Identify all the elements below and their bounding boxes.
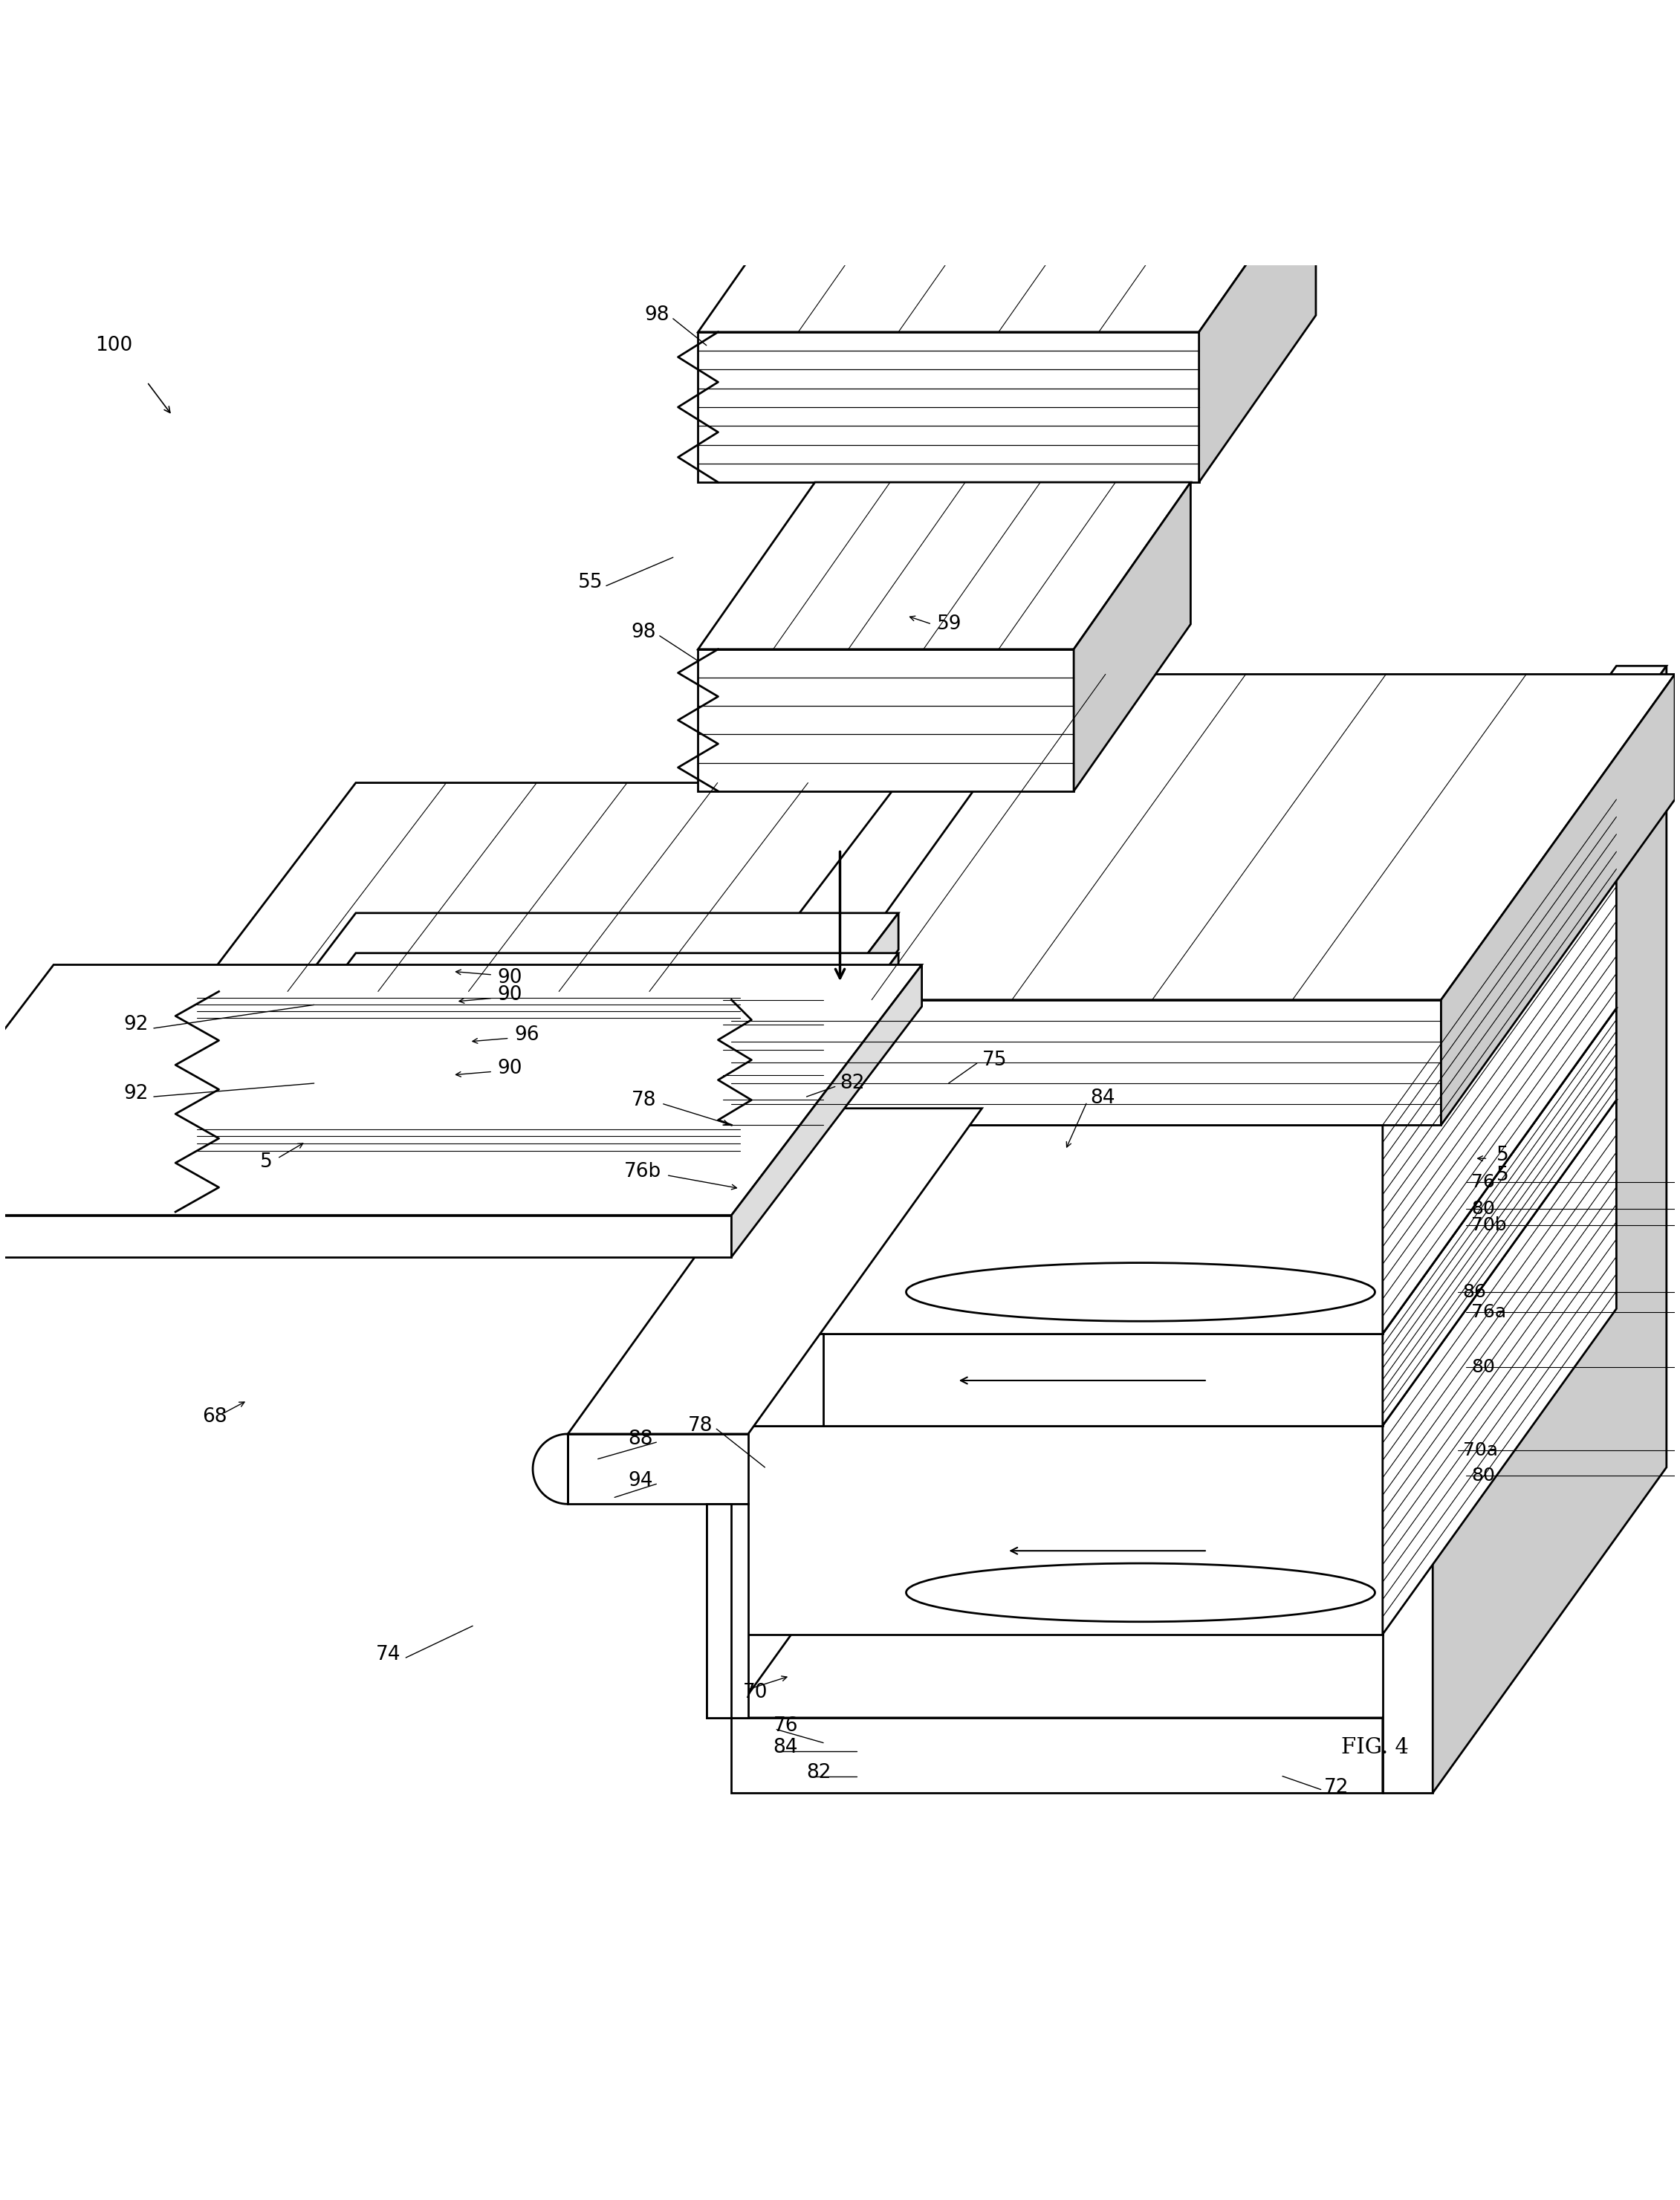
Polygon shape xyxy=(197,992,739,1025)
Polygon shape xyxy=(197,783,899,992)
Text: 80: 80 xyxy=(1472,1357,1495,1375)
Text: 68: 68 xyxy=(202,1408,227,1428)
Text: 84: 84 xyxy=(1090,1089,1116,1109)
Text: 92: 92 xyxy=(124,1014,150,1034)
Polygon shape xyxy=(1441,673,1675,1124)
Polygon shape xyxy=(197,1052,739,1078)
Polygon shape xyxy=(699,649,1074,792)
Text: 90: 90 xyxy=(497,1058,522,1078)
Polygon shape xyxy=(568,1434,748,1505)
Polygon shape xyxy=(706,1505,748,1718)
Polygon shape xyxy=(0,1214,731,1256)
Text: 84: 84 xyxy=(773,1738,798,1758)
Polygon shape xyxy=(1383,1008,1616,1426)
Text: 88: 88 xyxy=(628,1430,654,1448)
Text: 78: 78 xyxy=(689,1417,712,1434)
Polygon shape xyxy=(197,1025,739,1052)
Polygon shape xyxy=(731,1100,1616,1426)
Text: 72: 72 xyxy=(1324,1778,1349,1797)
Text: 98: 98 xyxy=(645,306,670,326)
Text: 92: 92 xyxy=(124,1085,150,1102)
Text: 76: 76 xyxy=(1472,1173,1495,1190)
Polygon shape xyxy=(1383,1100,1616,1635)
Ellipse shape xyxy=(906,1564,1374,1621)
Polygon shape xyxy=(731,1333,1383,1426)
Polygon shape xyxy=(699,332,1200,482)
Polygon shape xyxy=(1383,667,1667,992)
Text: 80: 80 xyxy=(1472,1199,1495,1217)
Polygon shape xyxy=(731,673,1675,999)
Text: 70b: 70b xyxy=(1472,1217,1507,1234)
Text: 76b: 76b xyxy=(623,1162,662,1181)
Text: 70: 70 xyxy=(743,1683,768,1703)
Polygon shape xyxy=(197,1078,739,1104)
Polygon shape xyxy=(731,1718,1383,1793)
Text: 55: 55 xyxy=(578,572,603,592)
Polygon shape xyxy=(699,165,1315,332)
Polygon shape xyxy=(1383,1393,1616,1793)
Text: 76a: 76a xyxy=(1472,1302,1507,1320)
Text: 90: 90 xyxy=(497,986,522,1005)
Polygon shape xyxy=(706,1505,731,1718)
Polygon shape xyxy=(0,966,922,1214)
Polygon shape xyxy=(197,913,899,1122)
Polygon shape xyxy=(722,999,823,1124)
Polygon shape xyxy=(699,482,1191,649)
Text: 96: 96 xyxy=(514,1025,539,1045)
Polygon shape xyxy=(739,913,899,1159)
Polygon shape xyxy=(722,673,1057,999)
Polygon shape xyxy=(731,1426,1383,1635)
Text: 5: 5 xyxy=(1497,1166,1509,1186)
Text: 94: 94 xyxy=(628,1472,654,1489)
Text: 75: 75 xyxy=(981,1049,1006,1069)
Text: 70a: 70a xyxy=(1463,1441,1497,1459)
Text: 76: 76 xyxy=(773,1716,798,1736)
Polygon shape xyxy=(731,999,1441,1124)
Polygon shape xyxy=(739,953,899,1212)
Text: 80: 80 xyxy=(1472,1467,1495,1485)
Polygon shape xyxy=(731,1124,1383,1333)
Polygon shape xyxy=(197,953,899,1162)
Text: 90: 90 xyxy=(497,968,522,988)
Polygon shape xyxy=(1383,799,1616,1333)
Text: FIG. 4: FIG. 4 xyxy=(1341,1738,1408,1758)
Text: 100: 100 xyxy=(96,337,133,354)
Polygon shape xyxy=(197,1104,739,1122)
Polygon shape xyxy=(1383,992,1433,1793)
Text: 98: 98 xyxy=(632,623,657,642)
Polygon shape xyxy=(731,799,1616,1124)
Polygon shape xyxy=(197,1122,739,1159)
Text: 86: 86 xyxy=(1463,1283,1487,1300)
Polygon shape xyxy=(568,1109,981,1434)
Polygon shape xyxy=(722,1333,823,1426)
Text: 5: 5 xyxy=(260,1153,272,1170)
Polygon shape xyxy=(731,1008,1616,1333)
Text: 82: 82 xyxy=(840,1074,865,1093)
Polygon shape xyxy=(731,1393,1616,1718)
Text: 78: 78 xyxy=(632,1091,657,1109)
Text: 59: 59 xyxy=(937,614,961,634)
Polygon shape xyxy=(1200,165,1315,482)
Polygon shape xyxy=(197,1162,739,1212)
Ellipse shape xyxy=(906,1263,1374,1322)
Text: 5: 5 xyxy=(1497,1146,1509,1164)
Text: 74: 74 xyxy=(376,1646,402,1663)
Polygon shape xyxy=(1433,667,1667,1793)
Polygon shape xyxy=(731,966,922,1256)
Polygon shape xyxy=(1074,482,1191,792)
Text: 82: 82 xyxy=(806,1762,832,1782)
